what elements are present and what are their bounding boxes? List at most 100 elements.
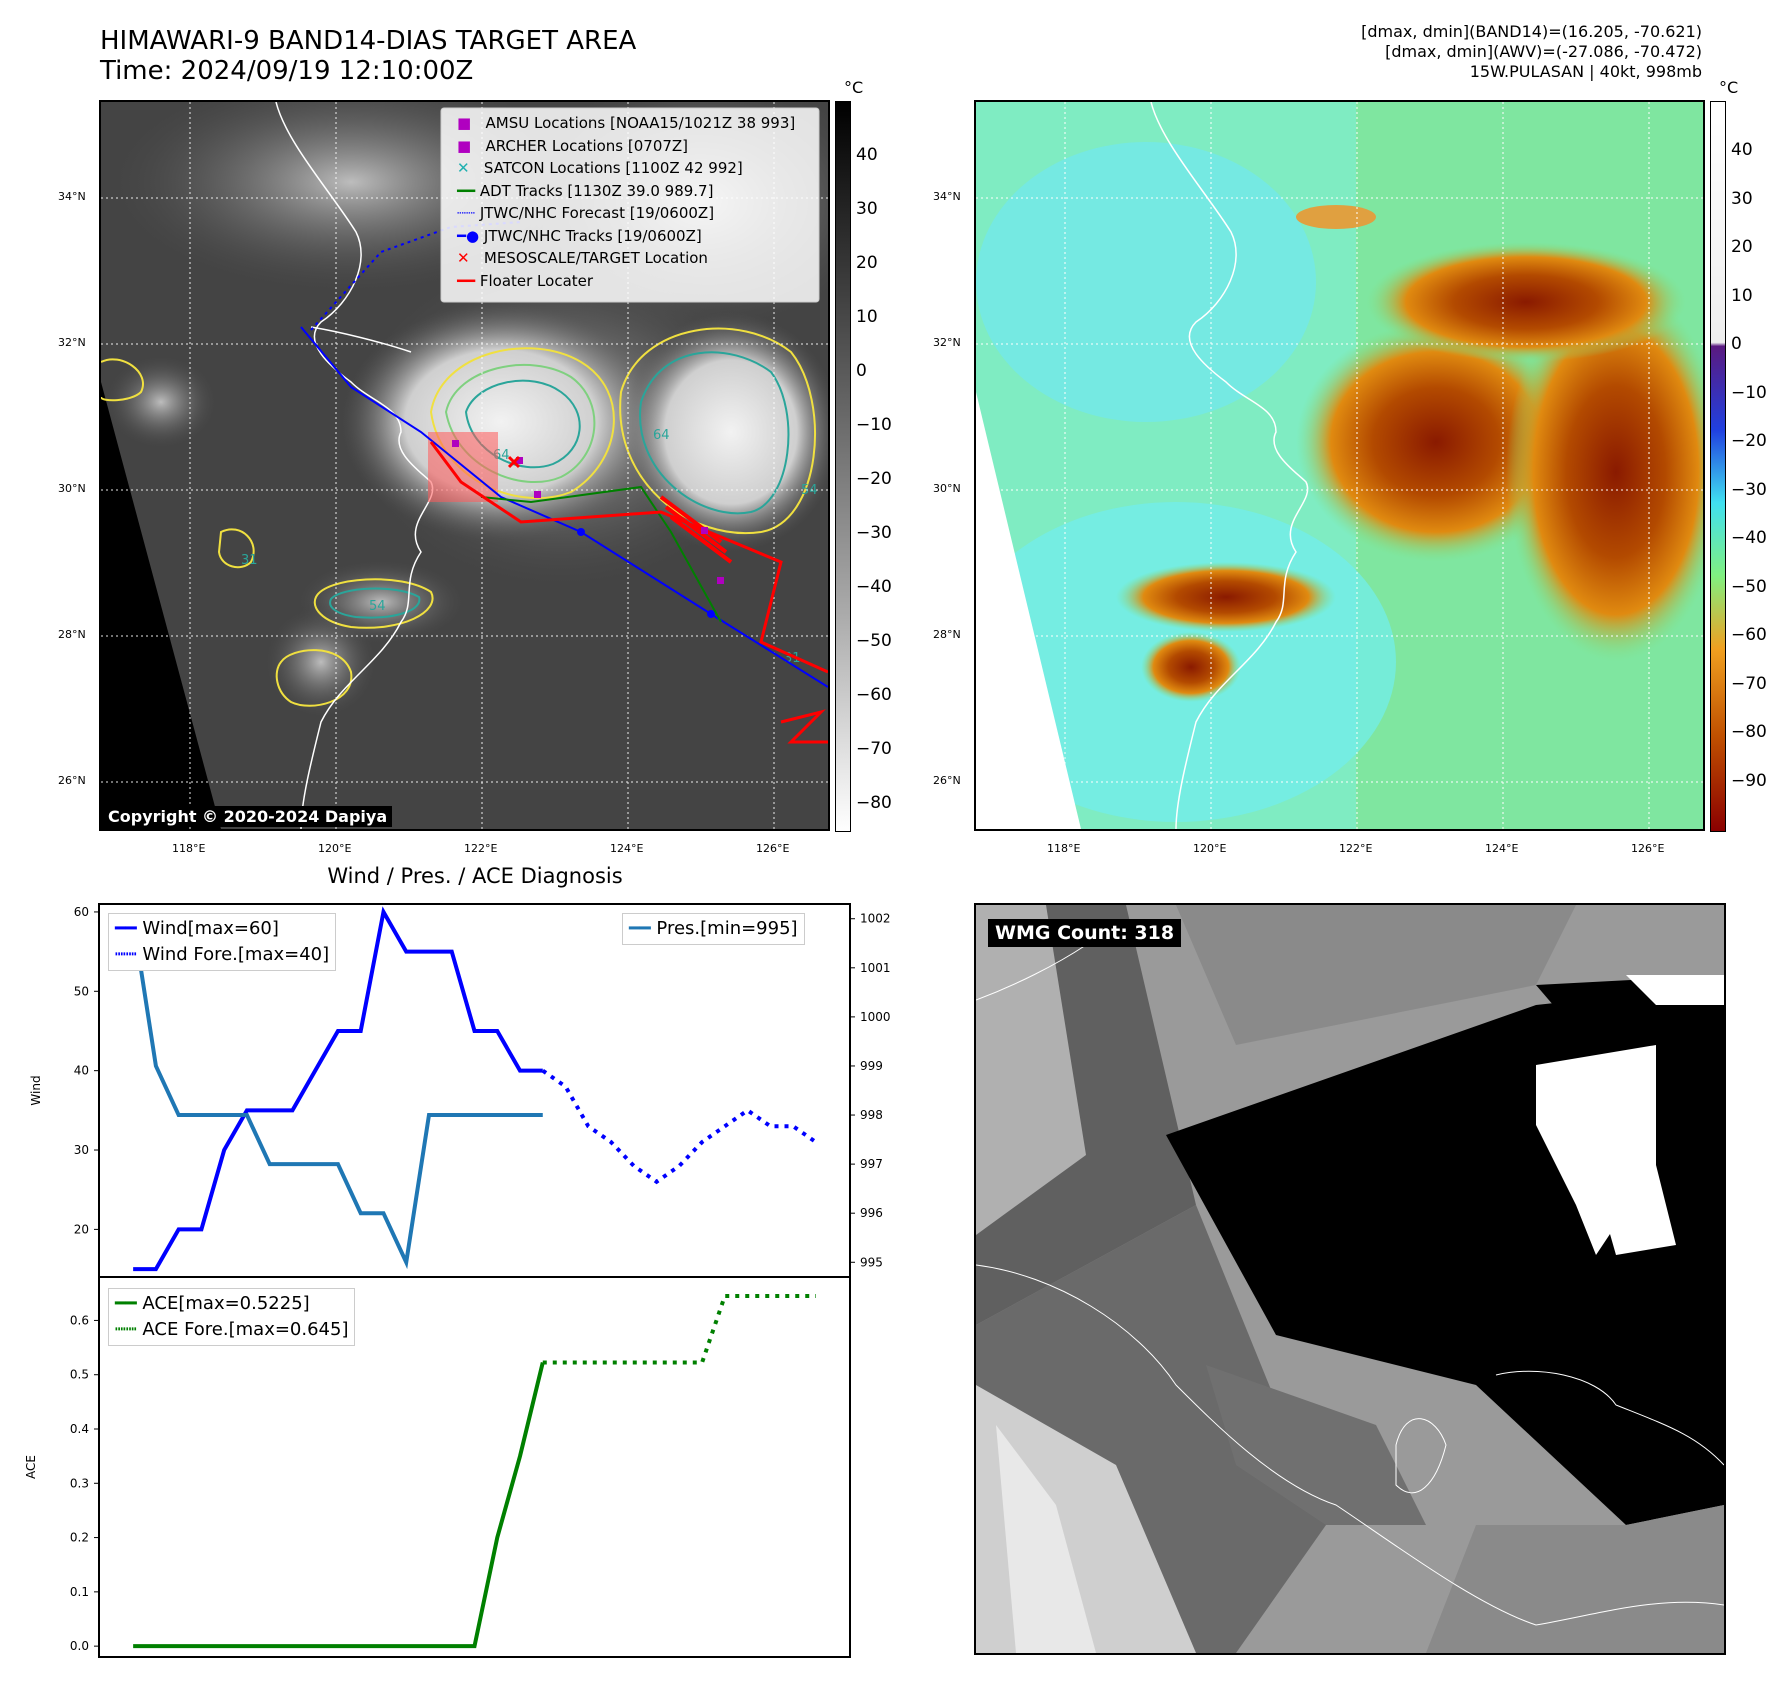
awv-map [974, 100, 1705, 831]
colorbar-tick: −20 [856, 469, 892, 489]
lon-label: 126°E [1631, 842, 1665, 855]
band14-map: 64 64 54 54 31 31 [99, 100, 830, 831]
colorbar-tick: −40 [856, 577, 892, 597]
ace-tick-label: 0.6 [70, 1313, 89, 1327]
colorbar-tick: 0 [1731, 334, 1742, 354]
colorbar-tick: −50 [856, 631, 892, 651]
diag-chart: 20 30 40 50 60 995 996 997 998 999 1000 1001 1002 Win… [24, 903, 891, 1658]
legend-ace: ━━ ACE[max=0.5225] [115, 1293, 310, 1314]
wmg-panel: WMG Count: 318 [974, 903, 1726, 1655]
diag-title: Wind / Pres. / ACE Diagnosis [327, 864, 623, 888]
lon-label: 120°E [1193, 842, 1227, 855]
wind-tick-label: 50 [74, 984, 89, 998]
colorbar-tick: −90 [1731, 770, 1767, 791]
lon-label: 122°E [1339, 842, 1373, 855]
lat-label: 30°N [58, 482, 86, 495]
colorbar-tick: 10 [1731, 285, 1753, 306]
legend-entry-amsu: ■ AMSU Locations [NOAA15/1021Z 38 993] [457, 114, 796, 132]
wind-tick-label: 40 [74, 1064, 89, 1078]
pres-tick-label: 996 [860, 1206, 883, 1220]
colorbar-tick: 40 [856, 145, 878, 165]
pres-tick-label: 1000 [860, 1010, 891, 1024]
legend-entry-archer: ■ ARCHER Locations [0707Z] [457, 136, 689, 155]
colorbar-tick: −10 [1731, 382, 1767, 403]
lat-label: 34°N [933, 190, 961, 203]
ace-legend: ━━ ACE[max=0.5225] ┉┉ ACE Fore.[max=0.64… [108, 1288, 356, 1346]
legend-ace-fore: ┉┉ ACE Fore.[max=0.645] [115, 1319, 349, 1340]
colorbar-tick: 40 [1731, 140, 1753, 160]
colorbar-tick: −70 [856, 739, 892, 759]
colorbar-unit: °C [844, 78, 864, 97]
legend-entry-tracks: ━● JTWC/NHC Tracks [19/0600Z] [457, 226, 702, 245]
colorbar-tick: 20 [856, 253, 878, 273]
colorbar-tick: 10 [856, 307, 878, 327]
contour-label: 54 [801, 483, 818, 498]
lat-label: 34°N [58, 190, 86, 203]
series-ace-fore-line [542, 1294, 816, 1365]
wmg-svg [976, 905, 1724, 1653]
legend-entry-forecast: ┈┈ JTWC/NHC Forecast [19/0600Z] [457, 204, 715, 222]
colorbar-tick: 0 [856, 361, 867, 381]
wind-tick-label: 20 [74, 1222, 89, 1236]
legend-entry-target: ✕ MESOSCALE/TARGET Location [457, 249, 708, 267]
pres-tick-label: 1002 [860, 912, 891, 926]
lat-label: 32°N [933, 336, 961, 349]
page-title: HIMAWARI-9 BAND14-DIAS TARGET AREA [100, 26, 637, 56]
pres-tick-label: 997 [860, 1157, 883, 1171]
lat-label: 30°N [933, 482, 961, 495]
colorbar-tick: −60 [856, 685, 892, 705]
colorbar-tick: −50 [1731, 576, 1767, 597]
storm-info: 15W.PULASAN | 40kt, 998mb [1469, 62, 1702, 81]
lon-label: 126°E [756, 842, 790, 855]
colorbar-tick: −20 [1731, 431, 1767, 451]
series-pres-line [131, 918, 543, 1270]
pres-tick-label: 999 [860, 1059, 883, 1073]
lat-label: 26°N [58, 774, 86, 787]
pres-tick-label: 1001 [860, 961, 891, 975]
contour-label: 54 [369, 599, 386, 614]
lon-label: 124°E [1485, 842, 1519, 855]
band14-map-svg: 64 64 54 54 31 31 [101, 102, 828, 829]
ace-tick-label: 0.3 [70, 1476, 89, 1490]
colorbar-tick: 30 [1731, 188, 1753, 209]
pres-legend: ━━ Pres.[min=995] [622, 913, 805, 945]
legend-pres: ━━ Pres.[min=995] [629, 918, 798, 939]
awv-map-svg [976, 102, 1703, 829]
lat-label: 26°N [933, 774, 961, 787]
colorbar-tick: −30 [1731, 479, 1767, 500]
colorbar-tick: −30 [856, 523, 892, 543]
page-time: Time: 2024/09/19 12:10:00Z [100, 56, 474, 86]
contour-label: 64 [653, 428, 670, 443]
dmax-awv: [dmax, dmin](AWV)=(-27.086, -70.472) [1385, 42, 1702, 61]
contour-label: 31 [241, 553, 258, 568]
copyright-badge: Copyright © 2020-2024 Dapiya [103, 806, 393, 827]
dmax-band14: [dmax, dmin](BAND14)=(16.205, -70.621) [1361, 22, 1702, 41]
ace-axis-label: ACE [24, 1455, 38, 1479]
legend-entry-floater: ━━ Floater Locater [457, 271, 594, 290]
legend-wind-fore: ┉┉ Wind Fore.[max=40] [115, 944, 330, 965]
wmg-count-badge: WMG Count: 318 [988, 919, 1182, 947]
colorbar-tick: −80 [856, 793, 892, 813]
colorbar-tick: −10 [856, 415, 892, 435]
awv-colorbar [1710, 101, 1726, 832]
wind-axis-label: Wind [29, 1075, 43, 1105]
ace-tick-label: 0.4 [70, 1422, 89, 1436]
ace-tick-label: 0.0 [70, 1639, 89, 1653]
colorbar-tick: −70 [1731, 673, 1767, 694]
colorbar-tick: −80 [1731, 722, 1767, 742]
ace-tick-label: 0.1 [70, 1585, 89, 1599]
legend-entry-adt: ━━ ADT Tracks [1130Z 39.0 989.7] [457, 181, 714, 200]
wind-tick-label: 30 [74, 1143, 89, 1157]
lon-label: 120°E [318, 842, 352, 855]
map-legend: ■ AMSU Locations [NOAA15/1021Z 38 993] ■… [457, 112, 795, 292]
wind-tick-label: 60 [74, 905, 89, 919]
wind-legend: ━━ Wind[max=60] ┉┉ Wind Fore.[max=40] [108, 913, 337, 971]
series-wind-fore-line [541, 1069, 818, 1185]
colorbar-tick: 20 [1731, 237, 1753, 257]
lat-label: 32°N [58, 336, 86, 349]
colorbar-tick: 30 [856, 199, 878, 219]
lon-label: 118°E [1047, 842, 1081, 855]
series-windline [133, 906, 543, 1272]
series-ace-line [133, 1362, 545, 1649]
legend-entry-satcon: ✕ SATCON Locations [1100Z 42 992] [457, 159, 743, 177]
